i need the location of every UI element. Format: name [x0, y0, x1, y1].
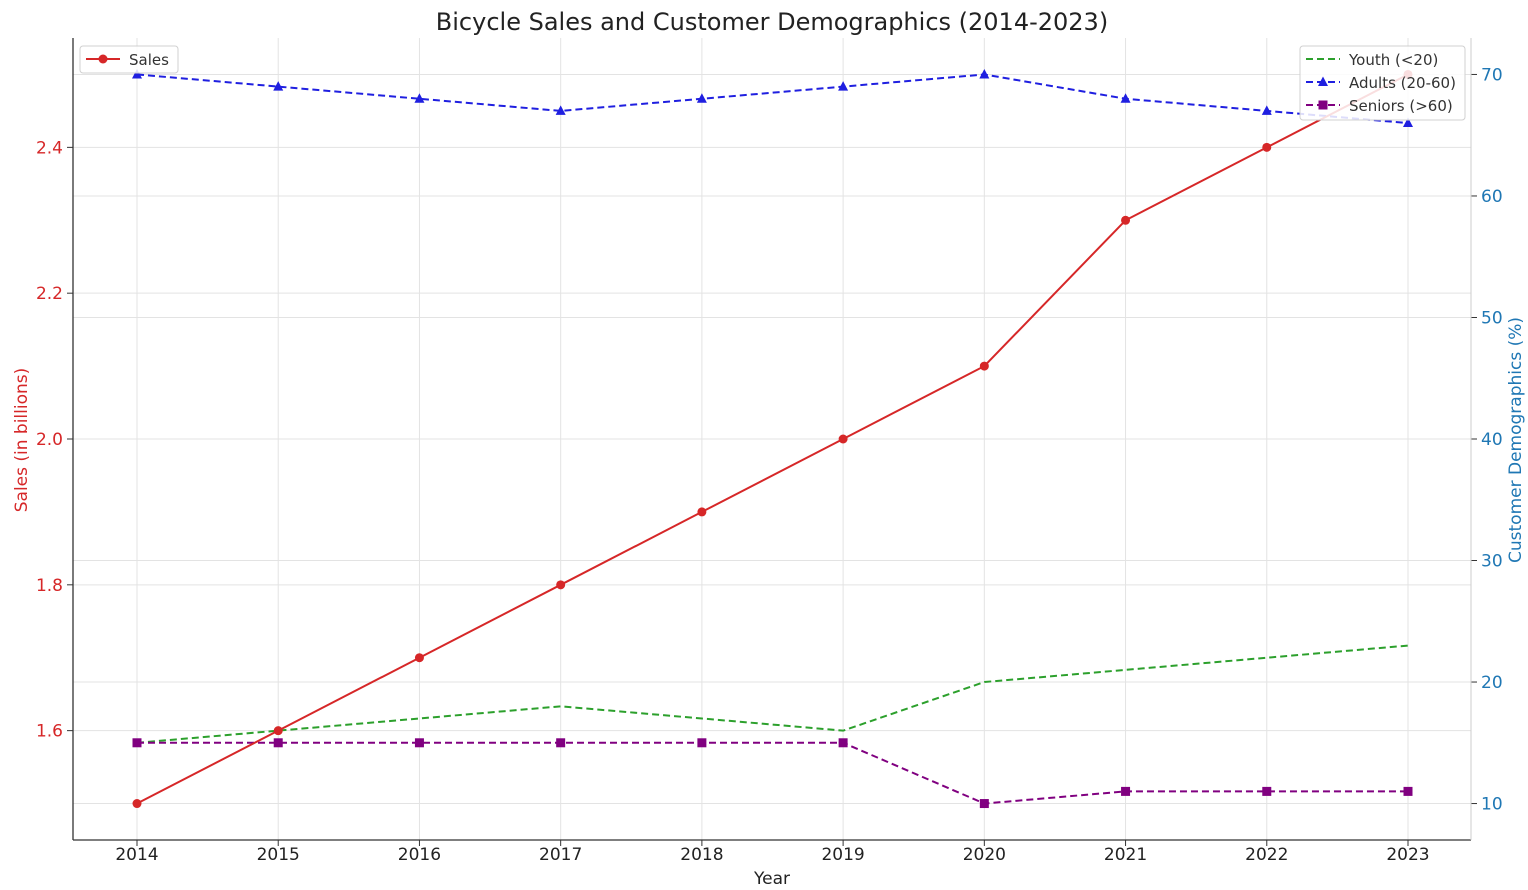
- left-y-axis-label: Sales (in billions): [12, 368, 32, 513]
- sales-point: [556, 580, 566, 590]
- adults-point: [1403, 117, 1413, 128]
- adults-point: [696, 93, 707, 103]
- x-tick-label: 2018: [680, 845, 723, 865]
- sales-point: [414, 653, 424, 663]
- adults-point: [555, 105, 566, 115]
- x-axis-label: Year: [753, 869, 790, 889]
- legend-sales-swatch-marker: [98, 54, 108, 64]
- legend-adults-swatch-marker: [1318, 76, 1328, 86]
- adults-point: [132, 68, 142, 79]
- seniors-point: [273, 738, 283, 748]
- legend-left-box: [79, 45, 179, 74]
- adults-point: [1120, 93, 1131, 103]
- sales-line: [136, 73, 1409, 805]
- legend-left: Sales: [79, 45, 179, 74]
- seniors-point: [1262, 786, 1272, 796]
- left-y-tick-label: 2.2: [36, 284, 63, 304]
- x-tick-label: 2019: [821, 845, 864, 865]
- adults-line: [136, 73, 1409, 125]
- legends: Sales Youth (<20) Adults (20-60) Seniors (>…: [79, 45, 1466, 121]
- sales-point: [273, 726, 283, 736]
- seniors-point: [697, 738, 707, 748]
- sales-point: [132, 799, 142, 809]
- x-tick-label: 2021: [1104, 845, 1147, 865]
- seniors-point: [838, 738, 848, 748]
- legend-sales-label: Sales: [129, 51, 169, 69]
- adults-point: [414, 93, 425, 103]
- right-y-tick-label: 20: [1481, 673, 1503, 693]
- seniors-series: [132, 738, 1413, 809]
- seniors-point: [556, 738, 566, 748]
- left-y-tick-label: 2.0: [36, 430, 63, 450]
- legend-adults-label: Adults (20-60): [1349, 74, 1456, 92]
- right-y-tick-label: 70: [1481, 65, 1503, 85]
- series: [132, 68, 1413, 809]
- seniors-point: [1403, 786, 1413, 796]
- adults-point: [273, 81, 284, 91]
- adults-series: [132, 68, 1413, 128]
- sales-series: [132, 69, 1413, 809]
- left-y-tick-label: 1.6: [36, 722, 63, 742]
- right-y-tick-label: 10: [1481, 795, 1503, 815]
- x-tick-label: 2017: [539, 845, 582, 865]
- right-y-tick-label: 40: [1481, 430, 1503, 450]
- right-y-tick-label: 60: [1481, 187, 1503, 207]
- x-tick-label: 2014: [115, 845, 158, 865]
- x-tick-label: 2020: [963, 845, 1006, 865]
- seniors-line: [137, 741, 1408, 805]
- adults-point: [1261, 105, 1272, 115]
- seniors-point: [1121, 786, 1131, 796]
- legend-seniors-label: Seniors (>60): [1349, 97, 1453, 115]
- legend-right-box: [1299, 45, 1466, 121]
- x-tick-label: 2016: [398, 845, 441, 865]
- seniors-point: [132, 738, 142, 748]
- left-y-tick-label: 2.4: [36, 138, 63, 158]
- x-tick-label: 2022: [1245, 845, 1288, 865]
- youth-series: [136, 644, 1409, 744]
- adults-point: [979, 68, 990, 79]
- sales-point: [979, 361, 989, 371]
- right-y-axis-label: Customer Demographics (%): [1506, 317, 1526, 563]
- legend-seniors-swatch-marker: [1318, 100, 1328, 110]
- axes: 2014 2015 2016 2017 2018 2019 2020 2021 2022 2023…: [36, 38, 1503, 865]
- legend-youth-label: Youth (<20): [1348, 51, 1438, 69]
- seniors-point: [979, 799, 989, 809]
- x-tick-label: 2015: [257, 845, 300, 865]
- youth-line: [136, 644, 1409, 744]
- sales-point: [838, 434, 848, 444]
- right-y-tick-label: 50: [1481, 308, 1503, 328]
- sales-point: [697, 507, 707, 517]
- legend-right: Youth (<20) Adults (20-60) Seniors (>60): [1299, 45, 1466, 121]
- sales-point: [1262, 142, 1272, 152]
- left-y-tick-label: 1.8: [36, 576, 63, 596]
- chart-title: Bicycle Sales and Customer Demographics …: [436, 8, 1108, 36]
- x-tick-label: 2023: [1386, 845, 1429, 865]
- adults-point: [838, 81, 849, 91]
- sales-point: [1121, 215, 1131, 225]
- seniors-point: [414, 738, 424, 748]
- right-y-tick-label: 30: [1481, 552, 1503, 572]
- grid: [73, 38, 1471, 840]
